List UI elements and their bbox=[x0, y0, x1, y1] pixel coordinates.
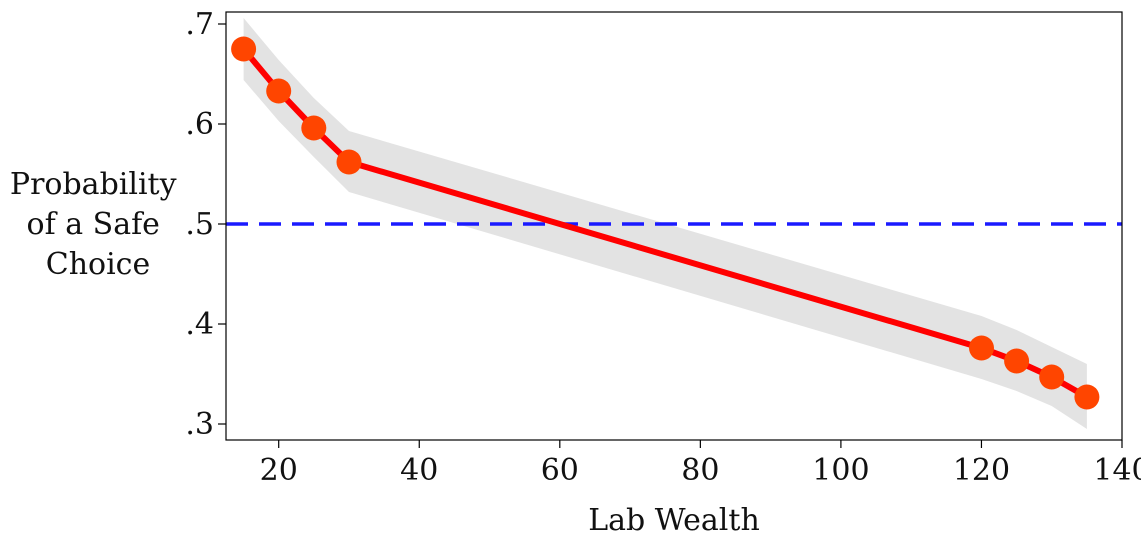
data-point bbox=[266, 78, 292, 104]
data-point bbox=[969, 335, 994, 361]
x-tick-label: 20 bbox=[260, 453, 298, 488]
data-point bbox=[336, 149, 362, 175]
y-axis-title-line-1: Probability bbox=[10, 167, 177, 202]
x-axis-title: Lab Wealth bbox=[588, 503, 760, 538]
y-tick-label: .6 bbox=[185, 107, 214, 142]
axis-layer: 20 40 60 80 100 120 140 .3 .4 .5 .6 .7 bbox=[185, 7, 1141, 488]
y-tick-label: .7 bbox=[185, 7, 214, 42]
x-tick-label: 40 bbox=[400, 453, 438, 488]
data-point bbox=[301, 115, 327, 141]
y-tick-label: .5 bbox=[185, 207, 214, 242]
y-tick-label: .3 bbox=[185, 407, 214, 442]
x-tick-label: 100 bbox=[812, 453, 869, 488]
x-tick-label: 120 bbox=[953, 453, 1010, 488]
marker-layer bbox=[231, 36, 1100, 410]
y-axis-title-line-2: of a Safe bbox=[27, 207, 160, 242]
data-point bbox=[231, 36, 257, 62]
data-point bbox=[1074, 384, 1100, 410]
y-tick-label: .4 bbox=[185, 307, 214, 342]
x-tick-label: 140 bbox=[1093, 453, 1141, 488]
plot-frame bbox=[225, 11, 1123, 441]
data-point bbox=[1004, 348, 1030, 374]
x-tick-label: 60 bbox=[541, 453, 579, 488]
data-point bbox=[1039, 364, 1065, 390]
y-axis-title-line-3: Choice bbox=[46, 247, 151, 282]
x-tick-label: 80 bbox=[681, 453, 719, 488]
y-axis-title: Probability of a Safe Choice bbox=[10, 167, 186, 282]
